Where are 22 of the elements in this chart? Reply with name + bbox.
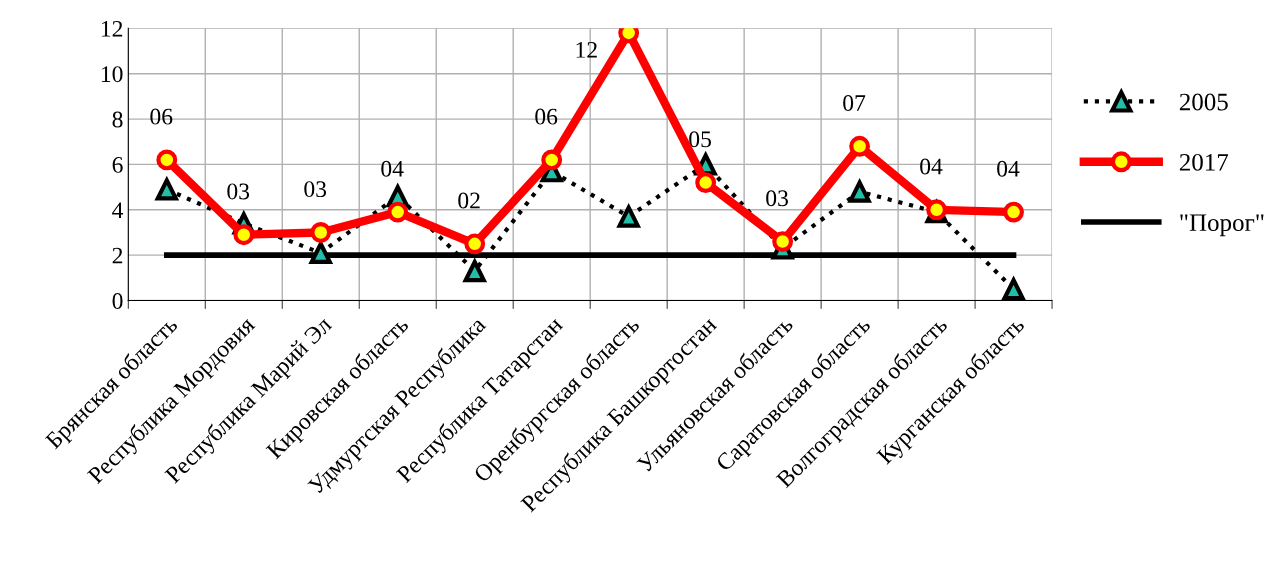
data-label: 04 bbox=[381, 160, 404, 177]
data-label: 05 bbox=[689, 131, 711, 148]
data-label: 03 bbox=[304, 181, 327, 198]
data-label: 07 bbox=[843, 95, 866, 111]
y-tick-label: 6 bbox=[112, 156, 123, 173]
data-label: 02 bbox=[458, 192, 480, 209]
legend-label: 2017 bbox=[1179, 153, 1229, 171]
data-label: 06 bbox=[150, 108, 173, 125]
y-tick-label: 12 bbox=[101, 20, 123, 37]
data-label: 04 bbox=[997, 160, 1020, 177]
data-label: 03 bbox=[766, 190, 788, 207]
legend-label: "Порог" bbox=[1180, 214, 1264, 237]
y-tick-label: 10 bbox=[101, 66, 123, 83]
y-tick-label: 2 bbox=[112, 247, 123, 264]
y-tick-label: 4 bbox=[112, 202, 124, 218]
y-tick-label: 0 bbox=[112, 293, 123, 309]
data-label: 03 bbox=[227, 183, 250, 200]
data-label: 04 bbox=[920, 158, 943, 175]
data-label: 12 bbox=[576, 41, 597, 58]
legend-label: 2005 bbox=[1179, 93, 1228, 111]
data-label: 06 bbox=[535, 108, 558, 125]
y-tick-label: 8 bbox=[112, 111, 123, 128]
